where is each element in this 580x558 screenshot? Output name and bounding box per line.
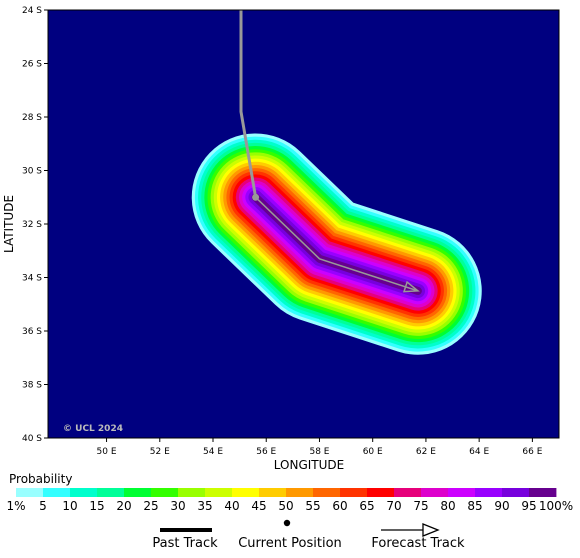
current-position-label: Current Position: [238, 536, 342, 551]
legend-label: 20: [116, 499, 131, 513]
lat-tick-label: 36 S: [22, 327, 42, 337]
legend-label: 60: [332, 499, 347, 513]
longitude-axis: 50 E 52 E 54 E 56 E 58 E 60 E 62 E 64 E 66 E: [97, 438, 543, 457]
y-axis-title: LATITUDE: [2, 195, 16, 253]
legend-label: 45: [251, 499, 266, 513]
legend-swatch: [421, 488, 449, 497]
legend-swatch: [529, 488, 557, 497]
storm-tracks: [239, 10, 420, 293]
watermark: © UCL 2024: [63, 424, 123, 434]
past-track-label: Past Track: [152, 536, 218, 551]
probability-legend: 1% 5 10 15 20 25 30 35 40 45 50 55 60 65 70 75 80 85 90 95 1…: [6, 488, 573, 513]
legend-swatch: [232, 488, 260, 497]
legend-swatch: [16, 488, 44, 497]
legend-swatch: [259, 488, 287, 497]
legend-swatch: [367, 488, 395, 497]
legend-title: Probability: [9, 472, 72, 486]
forecast-arrowhead-icon: [422, 523, 440, 537]
lon-tick-label: 54 E: [203, 447, 223, 457]
lat-tick-label: 34 S: [22, 274, 42, 284]
legend-swatch: [205, 488, 233, 497]
lat-tick-label: 40 S: [22, 434, 42, 444]
forecast-track-line: [255, 196, 419, 292]
lon-tick-label: 56 E: [256, 447, 276, 457]
forecast-arrowhead: [402, 280, 420, 293]
legend-swatch: [313, 488, 341, 497]
lon-tick-label: 52 E: [150, 447, 170, 457]
lat-tick-label: 38 S: [22, 381, 42, 391]
legend-swatch: [70, 488, 98, 497]
legend-label: 15: [89, 499, 104, 513]
legend-label: 25: [143, 499, 158, 513]
lat-tick-label: 30 S: [22, 167, 42, 177]
legend-swatch: [394, 488, 422, 497]
lat-tick-label: 24 S: [22, 6, 42, 16]
lat-tick-label: 32 S: [22, 220, 42, 230]
legend-swatch: [124, 488, 152, 497]
forecast-track-label: Forecast Track: [371, 536, 465, 551]
past-track-line: [239, 10, 258, 198]
legend-swatch: [340, 488, 368, 497]
latitude-axis: 24 S 26 S 28 S 30 S 32 S 34 S 36 S 38 S 40 S: [22, 6, 48, 444]
lon-tick-label: 58 E: [309, 447, 329, 457]
legend-label: 85: [467, 499, 482, 513]
lon-tick-label: 66 E: [522, 447, 542, 457]
lon-tick-label: 50 E: [97, 447, 117, 457]
legend-swatch: [448, 488, 476, 497]
lon-tick-label: 62 E: [416, 447, 436, 457]
x-axis-title: LONGITUDE: [274, 458, 344, 472]
legend-swatch: [97, 488, 125, 497]
legend-label: 80: [440, 499, 455, 513]
legend-swatch: [475, 488, 503, 497]
legend-label: 100%: [539, 499, 573, 513]
legend-label: 70: [386, 499, 401, 513]
legend-swatch: [286, 488, 314, 497]
legend-swatch: [151, 488, 179, 497]
lat-tick-label: 28 S: [22, 113, 42, 123]
legend-label: 75: [413, 499, 428, 513]
legend-swatch: [178, 488, 206, 497]
legend-label: 35: [197, 499, 212, 513]
legend-label: 50: [278, 499, 293, 513]
legend-swatch: [502, 488, 530, 497]
current-position-marker: [252, 193, 260, 201]
legend-label: 5: [39, 499, 47, 513]
legend-label: 65: [359, 499, 374, 513]
current-position-symbol: [283, 519, 291, 527]
lon-tick-label: 60 E: [363, 447, 383, 457]
legend-label: 55: [305, 499, 320, 513]
legend-label: 10: [62, 499, 77, 513]
legend-label: 1%: [6, 499, 25, 513]
legend-label: 95: [521, 499, 536, 513]
legend-label: 40: [224, 499, 239, 513]
legend-label: 30: [170, 499, 185, 513]
legend-swatch: [43, 488, 71, 497]
lat-tick-label: 26 S: [22, 60, 42, 70]
lon-tick-label: 64 E: [469, 447, 489, 457]
legend-label: 90: [494, 499, 509, 513]
